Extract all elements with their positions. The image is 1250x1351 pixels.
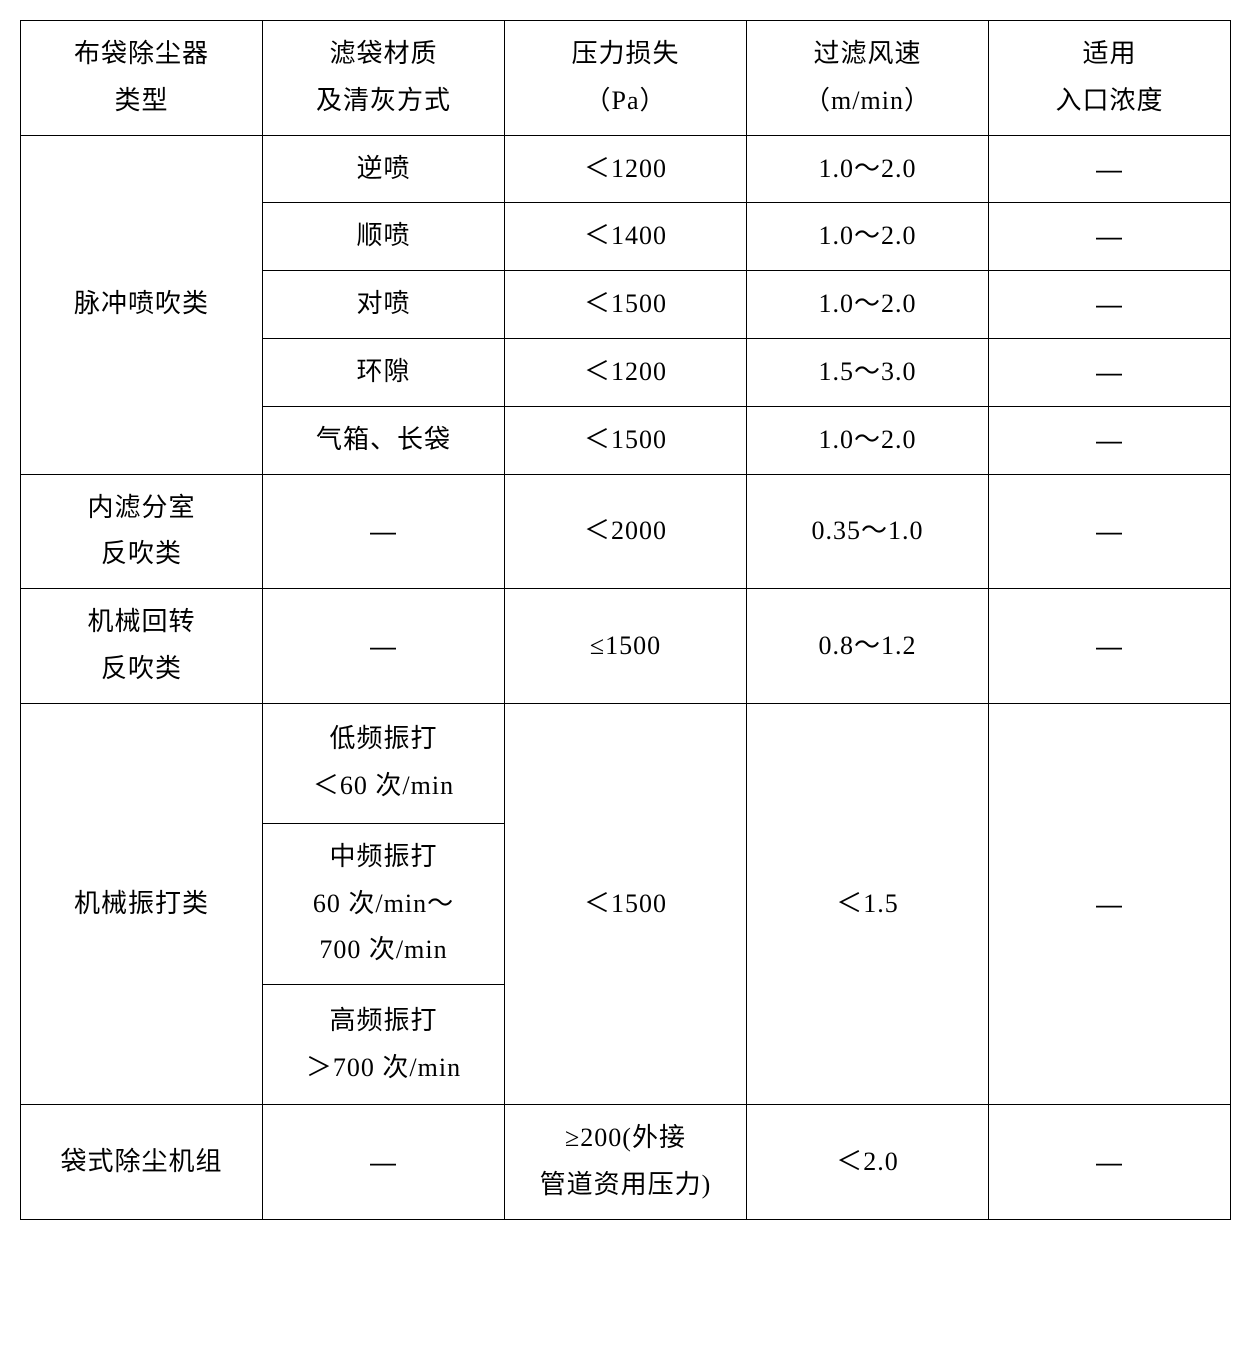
cell-material: 气箱、长袋 xyxy=(263,406,505,474)
header-velocity: 过滤风速（m/min） xyxy=(747,21,989,136)
cell-material: — xyxy=(263,474,505,589)
header-row: 布袋除尘器类型 滤袋材质及清灰方式 压力损失（Pa） 过滤风速（m/min） 适… xyxy=(21,21,1231,136)
cell-inlet: — xyxy=(989,271,1231,339)
cell-inlet: — xyxy=(989,203,1231,271)
cell-pressure: ＜1500 xyxy=(505,703,747,1104)
cell-material: 低频振打＜60 次/min xyxy=(263,703,505,823)
cell-pressure: ＜1500 xyxy=(505,271,747,339)
cell-velocity: 1.0～2.0 xyxy=(747,406,989,474)
cell-velocity: 1.0～2.0 xyxy=(747,271,989,339)
cell-velocity: 1.0～2.0 xyxy=(747,203,989,271)
cell-pressure: ＜2000 xyxy=(505,474,747,589)
cell-pressure: ≤1500 xyxy=(505,589,747,704)
header-inlet: 适用入口浓度 xyxy=(989,21,1231,136)
cell-velocity: ＜1.5 xyxy=(747,703,989,1104)
dust-collector-table: 布袋除尘器类型 滤袋材质及清灰方式 压力损失（Pa） 过滤风速（m/min） 适… xyxy=(20,20,1231,1220)
cell-material: 对喷 xyxy=(263,271,505,339)
cell-material: 逆喷 xyxy=(263,135,505,203)
cell-inlet: — xyxy=(989,406,1231,474)
type-mechrot: 机械回转反吹类 xyxy=(21,589,263,704)
cell-velocity: ＜2.0 xyxy=(747,1105,989,1220)
header-material: 滤袋材质及清灰方式 xyxy=(263,21,505,136)
cell-inlet: — xyxy=(989,338,1231,406)
cell-inlet: — xyxy=(989,703,1231,1104)
cell-inlet: — xyxy=(989,474,1231,589)
cell-inlet: — xyxy=(989,1105,1231,1220)
table-row: 机械回转反吹类 — ≤1500 0.8～1.2 — xyxy=(21,589,1231,704)
table-row: 内滤分室反吹类 — ＜2000 0.35～1.0 — xyxy=(21,474,1231,589)
cell-material: — xyxy=(263,1105,505,1220)
cell-velocity: 1.0～2.0 xyxy=(747,135,989,203)
type-pulse: 脉冲喷吹类 xyxy=(21,135,263,474)
cell-velocity: 1.5～3.0 xyxy=(747,338,989,406)
cell-pressure: ＜1200 xyxy=(505,338,747,406)
type-bagunit: 袋式除尘机组 xyxy=(21,1105,263,1220)
cell-pressure: ≥200(外接管道资用压力) xyxy=(505,1105,747,1220)
table-row: 脉冲喷吹类 逆喷 ＜1200 1.0～2.0 — xyxy=(21,135,1231,203)
cell-pressure: ＜1500 xyxy=(505,406,747,474)
cell-material: — xyxy=(263,589,505,704)
cell-material: 环隙 xyxy=(263,338,505,406)
header-pressure: 压力损失（Pa） xyxy=(505,21,747,136)
cell-material: 顺喷 xyxy=(263,203,505,271)
cell-pressure: ＜1400 xyxy=(505,203,747,271)
cell-material: 中频振打60 次/min～700 次/min xyxy=(263,823,505,984)
cell-velocity: 0.8～1.2 xyxy=(747,589,989,704)
type-inner: 内滤分室反吹类 xyxy=(21,474,263,589)
cell-velocity: 0.35～1.0 xyxy=(747,474,989,589)
table-row: 机械振打类 低频振打＜60 次/min ＜1500 ＜1.5 — xyxy=(21,703,1231,823)
header-type: 布袋除尘器类型 xyxy=(21,21,263,136)
cell-pressure: ＜1200 xyxy=(505,135,747,203)
table-row: 袋式除尘机组 — ≥200(外接管道资用压力) ＜2.0 — xyxy=(21,1105,1231,1220)
cell-material: 高频振打＞700 次/min xyxy=(263,985,505,1105)
cell-inlet: — xyxy=(989,589,1231,704)
cell-inlet: — xyxy=(989,135,1231,203)
type-vib: 机械振打类 xyxy=(21,703,263,1104)
